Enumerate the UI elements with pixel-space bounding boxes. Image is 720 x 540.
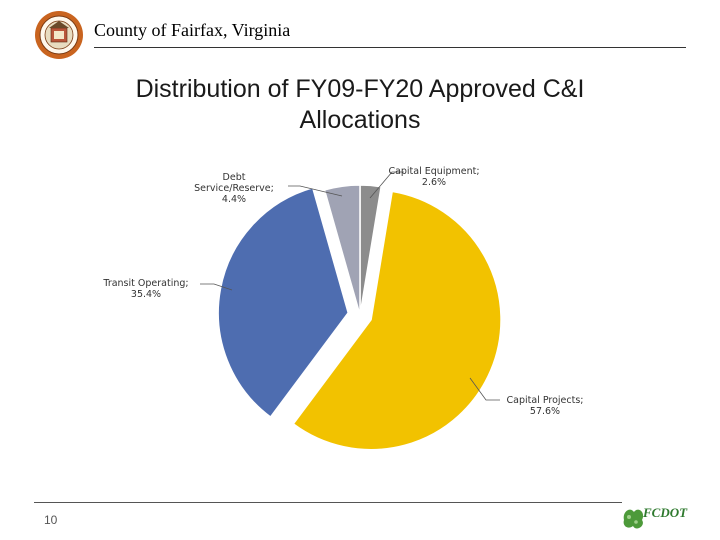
slice-label-capital-equipment: Capital Equipment; 2.6% [388,166,479,188]
leader-line-transit-operating [200,283,233,291]
slice-label-debt-service-reserve: Debt Service/Reserve; 4.4% [194,172,274,205]
county-seal-logo [35,11,83,59]
pie-slice-debt-service-reserve [323,184,361,316]
fcdot-logo-text: FCDOT [643,505,688,520]
header-divider [94,47,686,48]
leader-line-debt-service-reserve [288,185,343,197]
pie-slice-capital-projects [292,190,502,451]
leader-line-capital-projects [469,377,500,401]
chart-title: Distribution of FY09-FY20 Approved C&I A… [135,75,585,134]
fcdot-logo [623,509,644,529]
footer-divider [34,502,622,503]
organization-name: County of Fairfax, Virginia [94,20,291,40]
pie-slice-transit-operating [217,186,350,419]
page-number: 10 [44,513,58,527]
slice-label-capital-projects: Capital Projects; 57.6% [507,395,584,417]
slice-label-transit-operating: Transit Operating; 35.4% [102,278,188,300]
leader-line-capital-equipment [369,171,404,199]
